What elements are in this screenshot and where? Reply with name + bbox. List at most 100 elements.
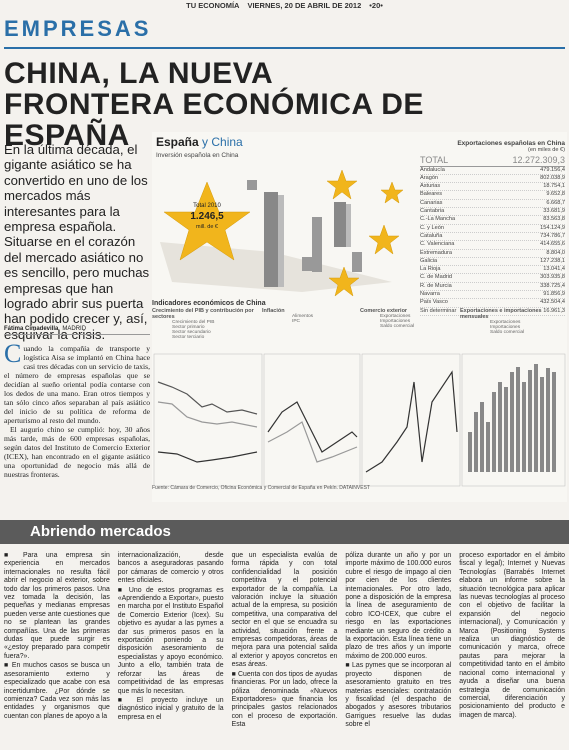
legend-entry: Saldo comercial <box>380 324 415 329</box>
region: La Rioja <box>420 266 441 273</box>
info-subtitle: Inversión española en China <box>156 152 239 159</box>
amount: 33.681,9 <box>543 208 565 215</box>
amount: 154.124,9 <box>540 224 565 231</box>
exports-row: País Vasco 432.504,4 <box>420 299 565 308</box>
column: ■ Para una empresa sin experiencia en me… <box>4 552 110 731</box>
region: C.-La Mancha <box>420 216 456 223</box>
region: C. de Madrid <box>420 274 453 281</box>
paragraph: ■ Las pymes que se incorporan al proyect… <box>345 662 452 729</box>
region: C. y León <box>420 224 444 231</box>
amount: 338.725,4 <box>540 282 565 289</box>
region: R. de Murcia <box>420 282 452 289</box>
indicators-title: Indicadores económicos de China <box>152 300 266 307</box>
page-number: •20• <box>369 1 383 10</box>
panel-title: Crecimiento del PIB y contribución por s… <box>152 308 254 320</box>
amount: 12.272.309,3 <box>512 154 565 165</box>
exports-table: Exportaciones españolas en China (en mile… <box>420 140 565 316</box>
lede: En la última década, el gigante asiático… <box>4 142 150 342</box>
info-title: España y China <box>156 135 243 149</box>
exports-row: Baleares 9.652,8 <box>420 191 565 200</box>
exports-row: Navarra 91.856,9 <box>420 291 565 300</box>
amount: 802.038,9 <box>540 174 565 181</box>
region: Canarias <box>420 199 443 206</box>
legend-entry: Importaciones <box>380 319 411 324</box>
sidebar-columns: ■ Para una empresa sin experiencia en me… <box>4 552 565 731</box>
legend-entry: Crecimiento del PIB <box>172 320 215 325</box>
exports-row: C. de Madrid 303.935,8 <box>420 274 565 283</box>
exports-row: C. y León 154.124,9 <box>420 225 565 233</box>
region: Aragón <box>420 174 439 181</box>
exports-row: La Rioja 13.041,4 <box>420 266 565 275</box>
exports-title: Exportaciones españolas en China <box>457 140 565 147</box>
exports-row: Canarias 6.668,7 <box>420 199 565 209</box>
paragraph: que un especialista evalúa de forma rápi… <box>231 552 338 669</box>
panel-title: Comercio exterior <box>360 308 408 314</box>
legend-entry: Importaciones <box>490 325 521 330</box>
legend-entry: Alimentos <box>292 314 314 319</box>
sidebar-banner: Abriendo mercados <box>0 520 569 544</box>
region: Extremadura <box>420 249 453 256</box>
amount: 8.804,0 <box>546 249 565 256</box>
region: País Vasco <box>420 299 448 306</box>
paragraph: proceso exportador en el ámbito fiscal y… <box>459 552 565 719</box>
column: proceso exportador en el ámbito fiscal y… <box>459 552 565 731</box>
paragraph: El augurio chino se cumplió: hoy, 30 año… <box>4 425 150 479</box>
exports-row: C. Valenciana 414.655,6 <box>420 241 565 250</box>
exports-row: Asturias 18.754,1 <box>420 183 565 192</box>
indicator-panels: Crecimiento del PIB y contribución por s… <box>152 308 567 340</box>
region: Navarra <box>420 291 440 298</box>
headline: CHINA, LA NUEVA FRONTERA ECONÓMICA DE ES… <box>4 57 424 152</box>
exports-row: Andalucía 479.156,4 <box>420 167 565 175</box>
legend-entry: IPC <box>292 319 300 324</box>
exports-unit: (en miles de €) <box>528 147 565 154</box>
legend-entry: Saldo comercial <box>490 330 525 335</box>
amount: 91.856,9 <box>543 291 565 298</box>
section-name: TU ECONOMÍA <box>186 1 240 10</box>
region: Galicia <box>420 257 438 264</box>
amount: 479.156,4 <box>540 166 565 173</box>
rule <box>4 47 565 49</box>
paragraph: ■ Cuenta con dos tipos de ayudas financi… <box>231 670 338 729</box>
top-bar: TU ECONOMÍA VIERNES, 20 DE ABRIL DE 2012 •… <box>0 0 569 11</box>
amount: 734.786,7 <box>540 232 565 239</box>
indicator-panel: Exportaciones e importaciones mensuales E… <box>460 308 563 340</box>
legend-entry: Exportaciones <box>380 314 411 319</box>
region: TOTAL <box>420 154 449 165</box>
exports-row: Extremadura 8.804,0 <box>420 250 565 258</box>
monthly-bars <box>468 364 556 472</box>
region: Asturias <box>420 183 441 190</box>
region: Baleares <box>420 191 443 198</box>
amount: 16.961,3 <box>543 307 565 314</box>
amount: 83.563,8 <box>543 216 565 223</box>
stars <box>163 169 404 297</box>
section-title: EMPRESAS <box>4 16 152 41</box>
sidebar-title: Abriendo mercados <box>30 523 171 540</box>
amount: 18.754,1 <box>543 183 565 190</box>
region: Andalucía <box>420 166 445 173</box>
amount: 432.504,4 <box>540 299 565 306</box>
region: C. Valenciana <box>420 241 455 248</box>
chart-lines <box>157 370 458 473</box>
legend-entry: Sector terciario <box>172 335 205 340</box>
exports-row: Sin determinar 16.961,3 <box>420 308 565 316</box>
paragraph: ■ En muchos casos se busca un asesoramie… <box>4 662 110 720</box>
paragraph: Cuando la compañía de transporte y logís… <box>4 339 150 425</box>
region: Sin determinar <box>420 307 457 314</box>
infographic: España y China Inversión española en Chi… <box>152 132 567 502</box>
legend-entry: Exportaciones <box>490 320 521 325</box>
place: MADRID <box>62 326 87 332</box>
column: que un especialista evalúa de forma rápi… <box>232 552 338 731</box>
amount: 414.655,6 <box>540 241 565 248</box>
amount: 13.041,4 <box>543 266 565 273</box>
exports-row: Cataluña 734.786,7 <box>420 232 565 242</box>
exports-row: Galicia 127.238,1 <box>420 257 565 267</box>
chart-frames <box>153 353 566 487</box>
amount: 127.238,1 <box>540 257 565 264</box>
date: VIERNES, 20 DE ABRIL DE 2012 <box>247 1 362 10</box>
exports-row: Aragón 802.038,9 <box>420 174 565 184</box>
exports-row: C.-La Mancha 83.563,8 <box>420 216 565 225</box>
legend-entry: Sector primario <box>172 325 205 330</box>
column: póliza durante un año y por un importe m… <box>345 552 451 731</box>
panel-title: Inflación <box>262 308 285 314</box>
